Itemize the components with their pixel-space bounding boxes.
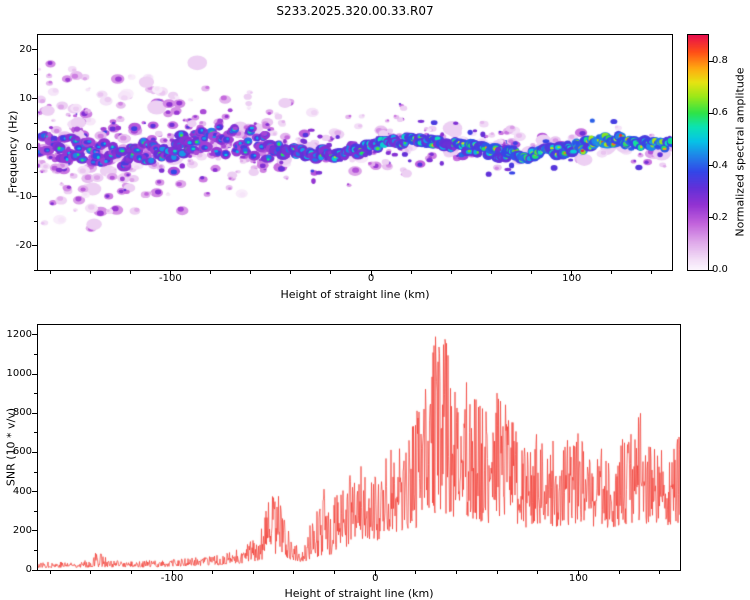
tick-mark [34,269,37,271]
tick-mark [34,171,37,173]
tick-mark [34,353,37,355]
x-tick-label: 100 [568,573,588,584]
tick-mark [49,571,51,574]
colorbar-canvas [688,35,708,270]
tick-mark [709,217,713,219]
x-tick-label: -100 [160,573,184,584]
tick-mark [34,393,37,395]
tick-mark [34,549,37,551]
tick-mark [32,334,37,336]
tick-mark [496,571,498,574]
tick-mark [34,73,37,75]
tick-mark [32,196,37,198]
colorbar-tick-label: 0.8 [712,55,728,67]
colorbar-tick-label: 0.6 [712,107,728,119]
tick-mark [32,569,37,571]
tick-mark [577,571,579,576]
tick-mark [32,451,37,453]
y-tick-label: 0 [25,141,32,153]
tick-mark [34,220,37,222]
tick-mark [34,432,37,434]
tick-mark [250,271,252,274]
tick-mark [169,271,171,276]
y-tick-label: -20 [15,239,32,251]
snr-xlabel: Height of straight line (km) [284,587,434,600]
y-tick-label: 20 [19,43,32,55]
tick-mark [370,271,372,276]
tick-mark [490,271,492,274]
tick-mark [709,112,713,114]
tick-mark [90,571,92,574]
colorbar-frame [687,34,709,271]
colorbar-tick-label: 0.4 [712,159,728,171]
tick-mark [210,271,212,274]
tick-mark [659,571,661,574]
tick-mark [32,49,37,51]
tick-mark [531,271,533,274]
snr-canvas [38,325,680,570]
tick-mark [293,571,295,574]
tick-mark [34,510,37,512]
tick-mark [611,271,613,274]
tick-mark [374,571,376,576]
y-tick-label: 0 [25,564,32,575]
y-tick-label: 600 [12,446,32,458]
x-tick-label: 0 [367,273,375,284]
snr-frame [37,324,681,571]
tick-mark [32,491,37,493]
tick-mark [32,530,37,532]
y-tick-label: 400 [12,485,32,497]
tick-mark [709,269,713,271]
tick-mark [651,271,653,274]
y-tick-label: 1000 [6,368,32,379]
colorbar-tick-label: 0.2 [712,211,728,223]
y-tick-label: 800 [12,407,32,419]
tick-mark [537,571,539,574]
tick-mark [32,98,37,100]
tick-mark [32,412,37,414]
tick-mark [129,271,131,274]
tick-mark [330,271,332,274]
tick-mark [49,271,51,274]
tick-mark [130,571,132,574]
tick-mark [415,571,417,574]
spectrogram-canvas [38,35,672,270]
tick-mark [618,571,620,574]
tick-mark [34,122,37,124]
tick-mark [171,571,173,576]
y-tick-label: 200 [12,524,32,536]
tick-mark [410,271,412,274]
tick-mark [32,373,37,375]
y-tick-label: 10 [19,92,32,104]
spectrogram-frame [37,34,673,271]
tick-mark [89,271,91,274]
tick-mark [32,147,37,149]
tick-mark [32,245,37,247]
tick-mark [334,571,336,574]
tick-mark [709,165,713,167]
tick-mark [456,571,458,574]
x-tick-label: 100 [562,273,582,284]
colorbar-tick-label: 0.0 [712,264,728,275]
tick-mark [212,571,214,574]
y-tick-label: 1200 [6,328,32,340]
spectrogram-xlabel: Height of straight line (km) [280,288,430,301]
x-tick-label: 0 [372,573,379,584]
tick-mark [709,60,713,62]
y-tick-label: -10 [15,190,32,202]
x-tick-label: -100 [159,273,182,284]
tick-mark [34,471,37,473]
tick-mark [450,271,452,274]
tick-mark [571,271,573,276]
tick-mark [290,271,292,274]
tick-mark [252,571,254,574]
figure-title: S233.2025.320.00.33.R07 [276,4,434,18]
